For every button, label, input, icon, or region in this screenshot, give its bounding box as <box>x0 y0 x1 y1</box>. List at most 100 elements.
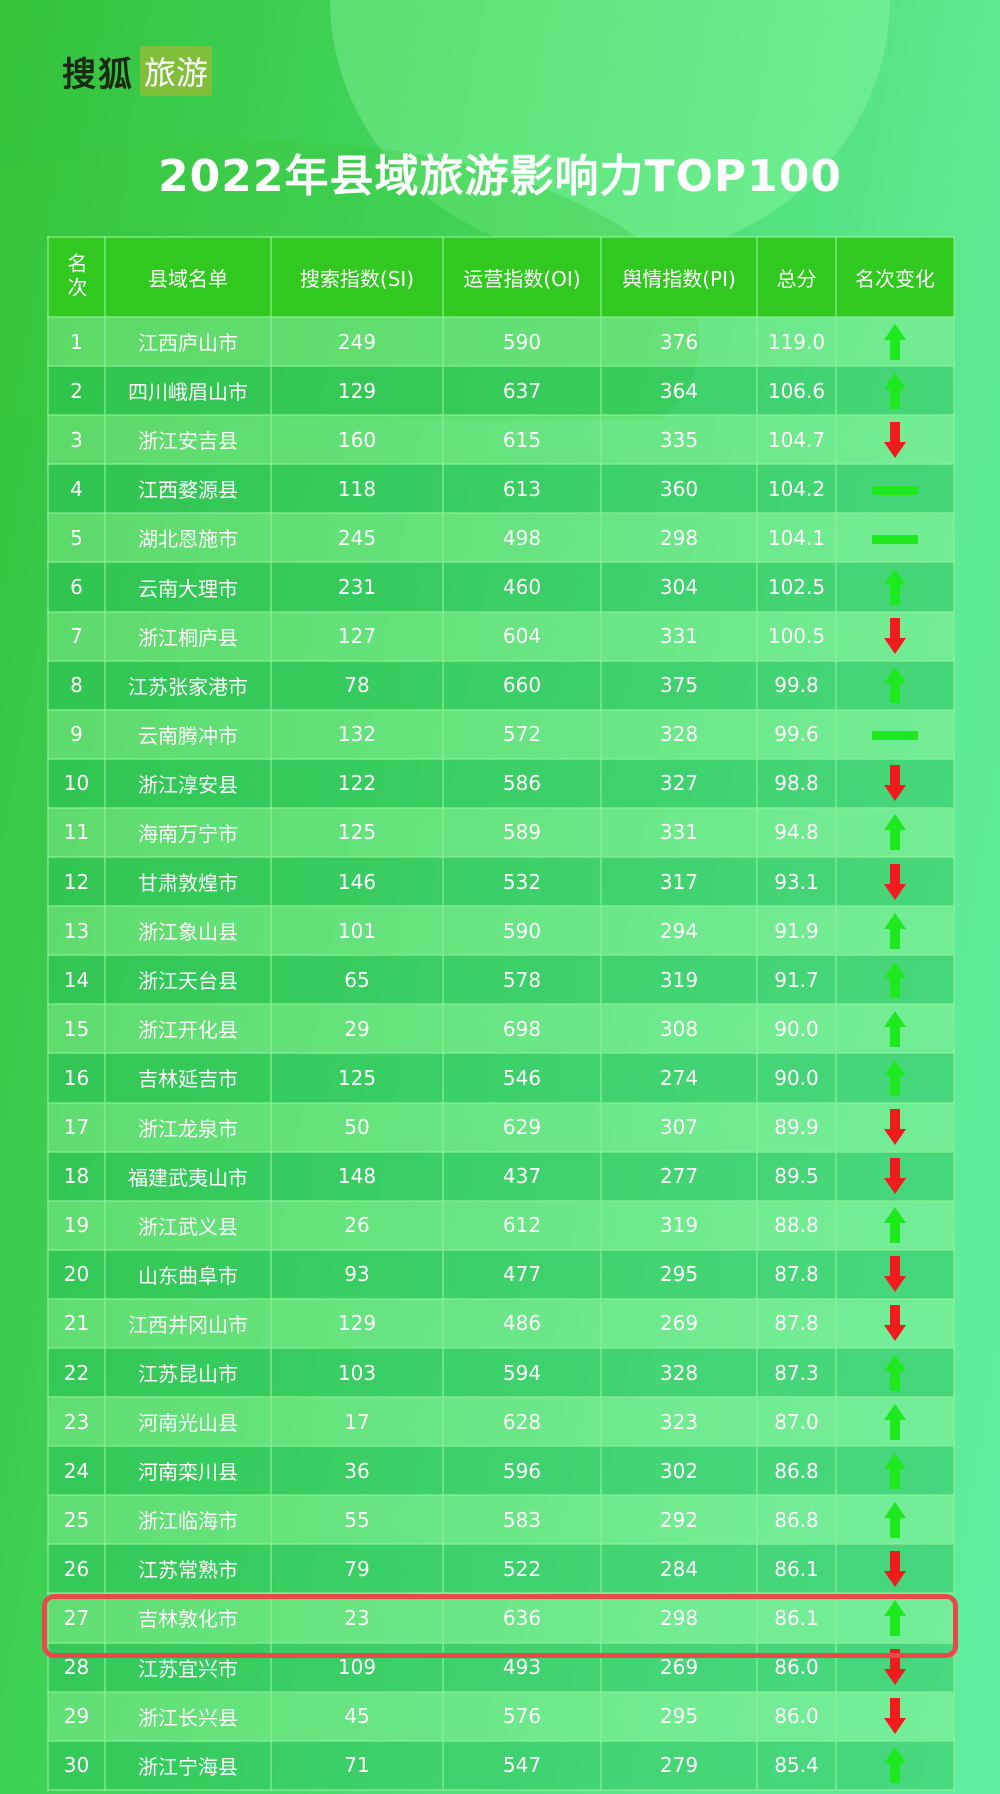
table-cell: 98.8 <box>756 757 837 809</box>
table-cell: 浙江象山县 <box>104 905 272 957</box>
rank-change-cell <box>835 561 955 613</box>
rank-change-cell <box>835 1052 955 1104</box>
table-cell: 522 <box>442 1543 602 1595</box>
table-cell: 493 <box>442 1641 602 1693</box>
table-cell: 160 <box>270 414 444 466</box>
table-cell: 浙江安吉县 <box>104 414 272 466</box>
table-cell: 河南光山县 <box>104 1396 272 1448</box>
rank-change-cell <box>835 1101 955 1153</box>
table-cell: 浙江淳安县 <box>104 757 272 809</box>
arrow-up-icon <box>884 372 906 409</box>
table-cell: 28 <box>47 1641 106 1693</box>
arrow-up-icon <box>884 1059 906 1096</box>
table-cell: 6 <box>47 561 106 613</box>
table-cell: 江西井冈山市 <box>104 1297 272 1349</box>
table-row: 12 甘肃敦煌市 146 532 317 93.1 <box>47 856 955 908</box>
table-cell: 浙江开化县 <box>104 1003 272 1055</box>
table-cell: 132 <box>270 708 444 760</box>
ranking-table: 名次 县域名单 搜索指数(SI) 运营指数(OI) 舆情指数(PI) 总分 名次变化 1 江西… <box>47 236 955 1791</box>
table-row: 4 江西婺源县 118 613 360 104.2 <box>47 463 955 515</box>
arrow-down-icon <box>884 1649 906 1686</box>
table-row: 3 浙江安吉县 160 615 335 104.7 <box>47 414 955 466</box>
arrow-down-icon <box>884 1550 906 1587</box>
rank-change-cell <box>835 1248 955 1300</box>
arrow-down-icon <box>884 1305 906 1342</box>
logo-brand: 搜狐 <box>62 54 134 95</box>
table-cell: 15 <box>47 1003 106 1055</box>
table-cell: 86.1 <box>756 1543 837 1595</box>
table-cell: 104.7 <box>756 414 837 466</box>
table-cell: 100.5 <box>756 610 837 662</box>
table-cell: 26 <box>270 1199 444 1251</box>
table-cell: 331 <box>600 610 758 662</box>
table-row: 21 江西井冈山市 129 486 269 87.8 <box>47 1297 955 1349</box>
arrow-down-icon <box>884 618 906 655</box>
table-cell: 89.5 <box>756 1150 837 1202</box>
table-cell: 104.2 <box>756 463 837 515</box>
table-cell: 460 <box>442 561 602 613</box>
table-row: 20 山东曲阜市 93 477 295 87.8 <box>47 1248 955 1300</box>
table-cell: 1 <box>47 315 106 368</box>
table-cell: 103 <box>270 1346 444 1399</box>
table-cell: 127 <box>270 610 444 662</box>
table-cell: 546 <box>442 1052 602 1104</box>
table-cell: 660 <box>442 659 602 711</box>
table-cell: 298 <box>600 512 758 564</box>
table-cell: 12 <box>47 856 106 908</box>
table-cell: 87.8 <box>756 1248 837 1300</box>
sohu-travel-logo: 搜狐 旅游 <box>62 46 213 96</box>
arrow-down-icon <box>884 1256 906 1293</box>
table-cell: 589 <box>442 806 602 859</box>
table-cell: 576 <box>442 1690 602 1742</box>
rank-change-cell <box>835 414 955 466</box>
table-cell: 498 <box>442 512 602 564</box>
table-cell: 360 <box>600 463 758 515</box>
rank-change-cell <box>835 610 955 662</box>
arrow-up-icon <box>884 1354 906 1391</box>
table-cell: 93.1 <box>756 856 837 908</box>
table-cell: 河南栾川县 <box>104 1445 272 1497</box>
table-row: 15 浙江开化县 29 698 308 90.0 <box>47 1003 955 1055</box>
table-cell: 36 <box>270 1445 444 1497</box>
table-cell: 福建武夷山市 <box>104 1150 272 1202</box>
table-cell: 109 <box>270 1641 444 1693</box>
arrow-down-icon <box>884 1698 906 1735</box>
table-cell: 23 <box>270 1592 444 1644</box>
table-cell: 613 <box>442 463 602 515</box>
table-cell: 274 <box>600 1052 758 1104</box>
table-row: 30 浙江宁海县 71 547 279 85.4 <box>47 1739 955 1791</box>
table-row: 9 云南腾冲市 132 572 328 99.6 <box>47 708 955 760</box>
arrow-down-icon <box>884 765 906 802</box>
table-cell: 9 <box>47 708 106 760</box>
column-header: 名次 <box>47 236 106 318</box>
column-header: 搜索指数(SI) <box>270 236 444 318</box>
table-cell: 吉林敦化市 <box>104 1592 272 1644</box>
arrow-up-icon <box>884 667 906 704</box>
table-cell: 104.1 <box>756 512 837 564</box>
table-row: 1 江西庐山市 249 590 376 119.0 <box>47 315 955 368</box>
table-row: 22 江苏昆山市 103 594 328 87.3 <box>47 1346 955 1399</box>
arrow-up-icon <box>884 323 906 360</box>
rank-change-cell <box>835 315 955 368</box>
table-cell: 295 <box>600 1248 758 1300</box>
table-row: 18 福建武夷山市 148 437 277 89.5 <box>47 1150 955 1202</box>
table-cell: 79 <box>270 1543 444 1595</box>
table-cell: 20 <box>47 1248 106 1300</box>
table-row: 7 浙江桐庐县 127 604 331 100.5 <box>47 610 955 662</box>
page-title: 2022年县域旅游影响力TOP100 <box>158 151 842 202</box>
table-cell: 119.0 <box>756 315 837 368</box>
table-cell: 277 <box>600 1150 758 1202</box>
table-cell: 86.0 <box>756 1690 837 1742</box>
table-row: 27 吉林敦化市 23 636 298 86.1 <box>47 1592 955 1644</box>
table-cell: 583 <box>442 1494 602 1546</box>
table-cell: 91.7 <box>756 954 837 1006</box>
table-cell: 7 <box>47 610 106 662</box>
dash-icon <box>872 485 918 495</box>
table-row: 11 海南万宁市 125 589 331 94.8 <box>47 806 955 859</box>
table-cell: 13 <box>47 905 106 957</box>
arrow-down-icon <box>884 1109 906 1146</box>
table-cell: 628 <box>442 1396 602 1448</box>
table-cell: 87.0 <box>756 1396 837 1448</box>
table-row: 5 湖北恩施市 245 498 298 104.1 <box>47 512 955 564</box>
table-cell: 612 <box>442 1199 602 1251</box>
